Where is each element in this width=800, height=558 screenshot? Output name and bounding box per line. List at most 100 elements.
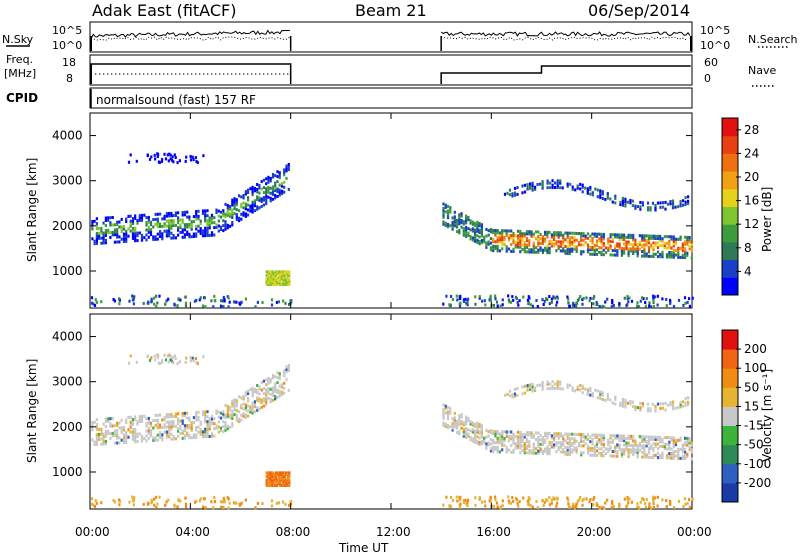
velocity-cell xyxy=(177,422,180,426)
velocity-cell xyxy=(548,450,551,453)
velocity-cell xyxy=(599,394,602,398)
power-cell xyxy=(195,212,198,216)
velocity-cell xyxy=(530,431,533,435)
velocity-cell xyxy=(530,451,533,455)
power-cell xyxy=(282,270,285,274)
velocity-cell xyxy=(582,444,585,448)
power-cell xyxy=(523,248,526,252)
power-cell xyxy=(562,233,565,237)
power-cell xyxy=(528,230,531,234)
power-cell xyxy=(163,217,166,221)
power-cell xyxy=(687,195,690,199)
velocity-cell xyxy=(501,441,504,445)
power-cell xyxy=(525,230,529,234)
power-cell xyxy=(179,298,182,302)
station-title: Adak East (fitACF) xyxy=(92,1,236,20)
power-cell xyxy=(90,296,94,300)
power-cell xyxy=(577,232,581,235)
power-cell xyxy=(618,242,621,246)
velocity-cell xyxy=(621,398,624,401)
power-cell xyxy=(489,248,492,252)
power-cell xyxy=(107,216,110,220)
velocity-cell xyxy=(283,371,286,375)
velocity-cell xyxy=(95,423,98,427)
power-cell xyxy=(670,253,673,257)
velocity-cell xyxy=(566,385,569,389)
power-cell xyxy=(147,220,150,224)
power-cell xyxy=(206,224,209,228)
power-cell xyxy=(644,304,647,308)
power-cell xyxy=(168,234,171,238)
velocity-cell xyxy=(170,425,173,429)
power-cell xyxy=(584,236,587,240)
velocity-cell xyxy=(571,386,574,390)
colorbar-segment xyxy=(722,171,738,190)
velocity-cell xyxy=(256,398,259,402)
power-cell xyxy=(247,188,250,192)
power-cell xyxy=(227,296,230,300)
power-cell xyxy=(661,244,664,247)
velocity-cell xyxy=(256,388,259,392)
power-cell xyxy=(476,223,479,226)
power-cell xyxy=(285,279,288,283)
velocity-cell xyxy=(625,441,628,445)
velocity-cell xyxy=(546,449,549,453)
power-cell xyxy=(646,206,650,210)
velocity-cell xyxy=(643,444,646,448)
power-cell xyxy=(686,240,689,244)
power-cell xyxy=(513,193,517,197)
velocity-cell xyxy=(242,395,245,398)
power-cell xyxy=(586,191,589,195)
velocity-cell xyxy=(688,439,691,443)
colorbar-segment xyxy=(722,444,738,465)
velocity-cell xyxy=(288,484,291,487)
velocity-cell xyxy=(158,362,161,366)
velocity-cell xyxy=(561,387,564,391)
velocity-cell xyxy=(442,412,445,416)
power-cell xyxy=(503,236,506,240)
velocity-cell xyxy=(267,475,270,478)
power-cell xyxy=(641,201,644,205)
power-cell xyxy=(231,208,234,212)
power-cell xyxy=(596,195,599,199)
power-cell xyxy=(271,277,274,281)
power-cell xyxy=(629,249,632,253)
velocity-cell xyxy=(535,451,538,455)
velocity-cell xyxy=(611,401,614,405)
power-cell xyxy=(183,223,186,227)
power-cell xyxy=(481,299,484,303)
velocity-cell xyxy=(172,422,175,426)
power-cell xyxy=(573,303,576,307)
power-cell xyxy=(627,251,630,255)
velocity-cell xyxy=(125,438,128,442)
power-cell xyxy=(618,247,621,250)
power-cell xyxy=(532,234,535,238)
power-cell xyxy=(654,206,657,210)
power-cell xyxy=(546,186,549,190)
velocity-cell xyxy=(143,414,146,418)
velocity-cell xyxy=(104,434,107,438)
velocity-cell xyxy=(618,448,621,451)
velocity-cell xyxy=(102,442,105,446)
y-tick-label: 4000 xyxy=(52,330,83,344)
power-cell xyxy=(494,247,497,250)
power-cell xyxy=(233,300,237,304)
power-cell xyxy=(523,183,527,187)
power-cell xyxy=(467,231,470,235)
power-cell xyxy=(591,248,594,252)
velocity-cell xyxy=(505,448,508,452)
power-cell xyxy=(516,186,519,190)
power-cell xyxy=(556,300,559,304)
velocity-cell xyxy=(541,381,544,384)
velocity-cell xyxy=(224,421,227,425)
velocity-cell xyxy=(206,415,209,419)
velocity-cell xyxy=(634,444,637,447)
velocity-cell xyxy=(129,425,132,429)
velocity-cell xyxy=(189,359,193,363)
power-cell xyxy=(147,215,150,219)
power-cell xyxy=(285,176,288,180)
power-cell xyxy=(168,226,171,230)
velocity-cell xyxy=(567,502,570,506)
power-cell xyxy=(465,225,468,229)
velocity-cell xyxy=(153,503,156,507)
